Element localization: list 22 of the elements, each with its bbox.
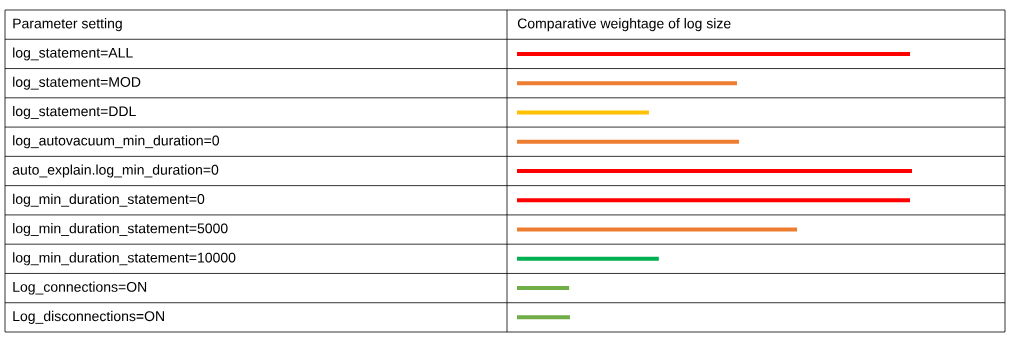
bar [517,51,911,56]
y-tick-label: log_min_duration_statement=5000 [13,223,228,237]
bar [517,256,659,261]
bar [517,315,570,320]
text: Parameter setting [13,18,122,32]
bar [517,169,912,173]
y-tick-label: log_statement=ALL [13,47,133,61]
y-tick-label: log_autovacuum_min_duration=0 [13,135,220,149]
y-tick-label: log_statement=DDL [13,105,136,119]
bar [517,198,911,203]
y-tick-label: Log_connections=ON [13,281,147,295]
y-tick-label: auto_explain.log_min_duration=0 [12,164,219,178]
bar [517,110,649,115]
y-tick-label: log_statement=MOD [13,76,141,90]
bar [517,81,738,86]
y-tick-label: Log_disconnections=ON [13,310,164,324]
y-tick-label: log_min_duration_statement=0 [13,193,205,207]
chart-title: Comparative weightage of log size [517,18,731,32]
bar [517,227,798,232]
bar [517,286,570,291]
y-tick-label: log_min_duration_statement=10000 [13,252,236,266]
bar [517,139,739,144]
